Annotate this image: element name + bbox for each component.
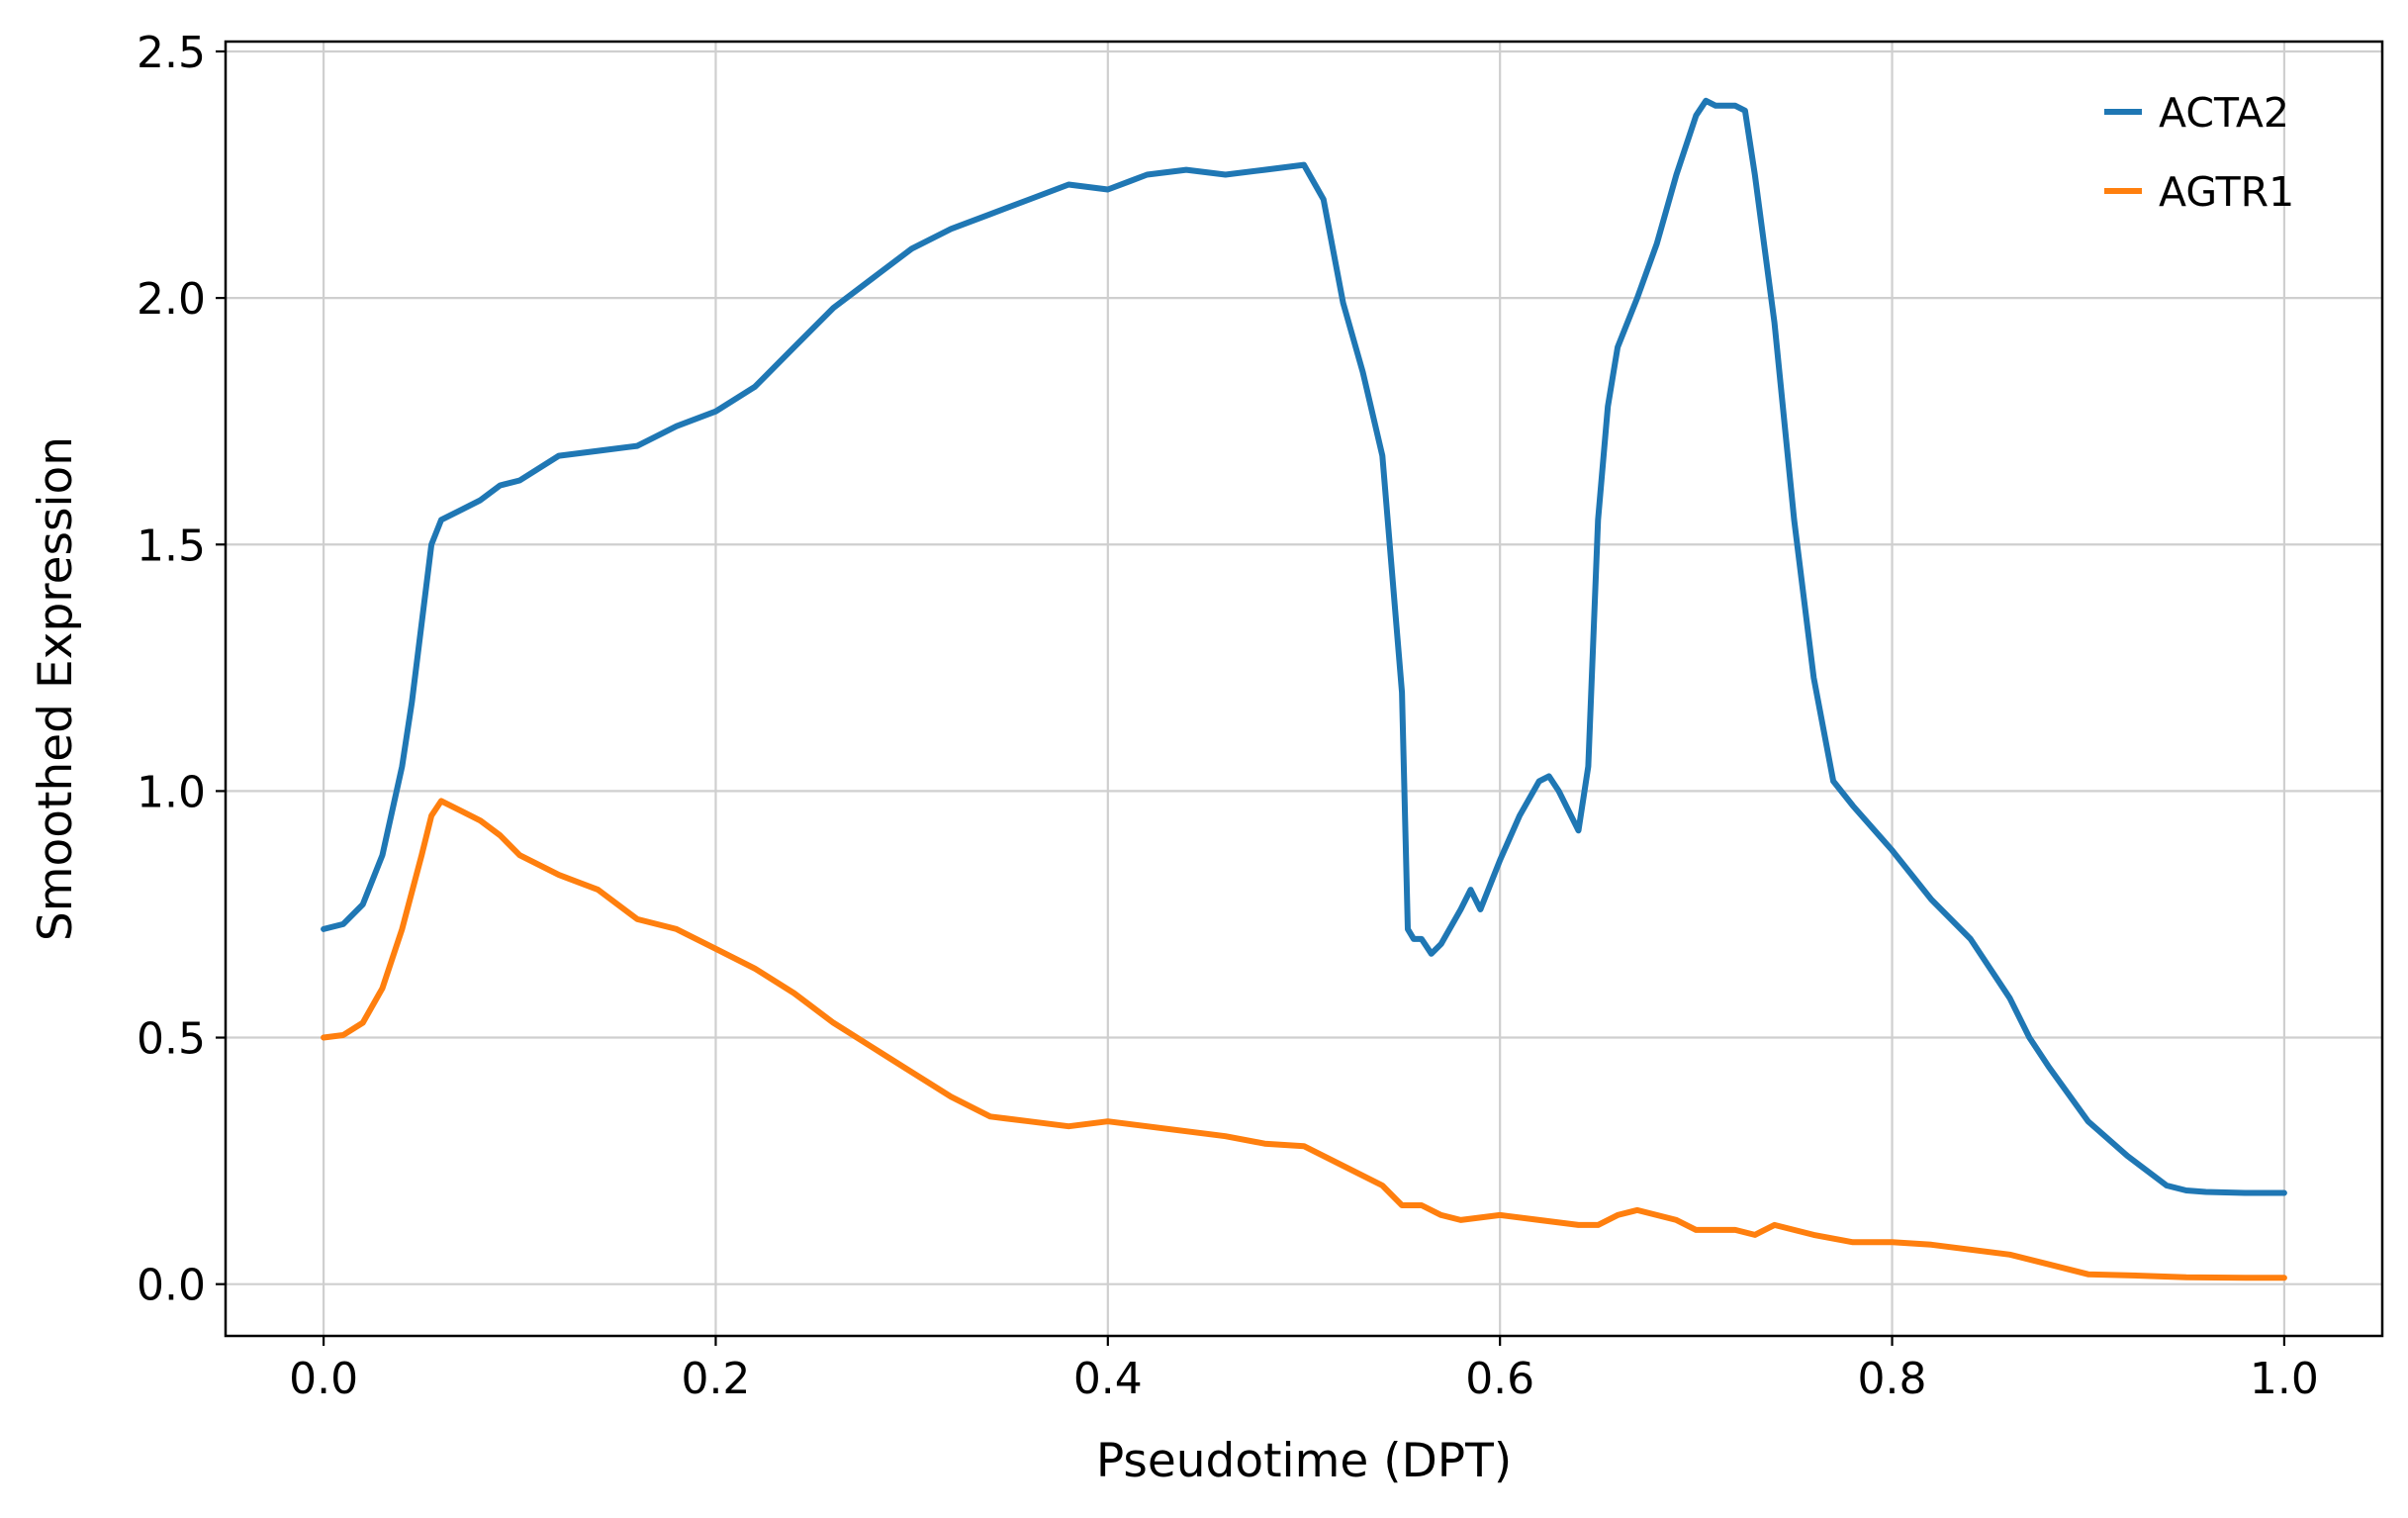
grid-lines [226,42,2382,1336]
x-tick-label: 0.8 [1858,1354,1927,1404]
x-tick-label: 0.0 [289,1354,358,1404]
legend-label-agtr1: AGTR1 [2159,168,2294,216]
legend-label-acta2: ACTA2 [2159,89,2289,137]
x-tick-label: 0.2 [681,1354,750,1404]
axes-frame [224,40,2384,1338]
y-tick-label: 1.5 [137,521,206,571]
x-axis-label: Pseudotime (DPT) [1096,1434,1512,1488]
x-tick-label: 1.0 [2250,1354,2319,1404]
plot-area [226,42,2382,1336]
x-tick-label: 0.6 [1465,1354,1534,1404]
y-tick-label: 0.0 [137,1261,206,1311]
y-tick-label: 2.5 [137,28,206,78]
y-axis-label: Smoothed Expression [29,436,83,941]
legend: ACTA2 AGTR1 [2104,89,2294,216]
x-tick-label: 0.4 [1073,1354,1143,1404]
axis-ticks: 0.0 0.2 0.4 0.6 0.8 1.0 0.0 0.5 1.0 1.5 2.0 2.5 [137,28,2319,1404]
series-line-agtr1 [321,798,2287,1281]
y-tick-label: 1.0 [137,767,206,817]
series-line-acta2 [321,97,2287,1196]
y-tick-label: 0.5 [137,1014,206,1065]
y-tick-label: 2.0 [137,274,206,325]
series-layer [321,97,2287,1281]
